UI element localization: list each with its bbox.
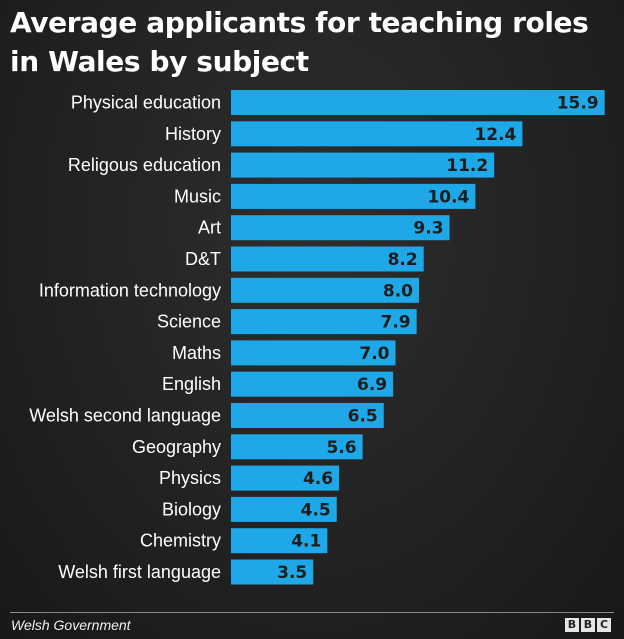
value-label: 5.6 [326, 438, 356, 458]
category-label: English [162, 374, 221, 394]
category-label: History [165, 124, 221, 144]
category-label: Physical education [71, 93, 221, 113]
bar [231, 215, 450, 241]
value-label: 3.5 [277, 563, 307, 583]
bar [231, 403, 384, 428]
value-label: 4.1 [291, 532, 321, 552]
category-label: Information technology [39, 280, 221, 300]
category-label: D&T [185, 249, 221, 269]
value-label: 6.9 [357, 375, 387, 395]
chart-title: Average applicants for teaching roles in… [10, 6, 589, 78]
bar [231, 90, 605, 115]
value-label: 6.5 [348, 407, 378, 427]
bbc-logo-letter: B [581, 618, 595, 632]
bar [231, 496, 337, 522]
value-label: 4.6 [303, 469, 333, 489]
value-label: 4.5 [301, 500, 331, 520]
value-label: 7.9 [381, 313, 411, 333]
category-label: Music [174, 186, 221, 206]
value-label: 10.4 [427, 187, 469, 207]
bbc-logo: B B C [565, 618, 611, 632]
bar [231, 528, 328, 554]
category-label: Biology [162, 499, 221, 519]
category-label: Welsh second language [29, 406, 221, 426]
category-label: Chemistry [140, 531, 221, 551]
bar-chart: Physical education 15.9 History 12.4 Religou… [29, 90, 605, 585]
category-label: Science [157, 312, 221, 332]
category-label: Physics [159, 468, 221, 488]
bar [231, 277, 419, 303]
category-label: Art [198, 218, 221, 238]
value-label: 11.2 [446, 156, 488, 176]
value-label: 8.0 [383, 281, 413, 301]
footer-divider [10, 612, 614, 613]
value-label: 15.9 [557, 94, 599, 114]
bar [231, 246, 424, 272]
bar [231, 152, 495, 178]
value-label: 8.2 [388, 250, 418, 270]
category-label: Maths [172, 343, 221, 363]
value-label: 12.4 [474, 125, 516, 145]
category-label: Geography [132, 437, 221, 457]
bar [231, 465, 340, 491]
bar [231, 434, 363, 460]
category-label: Welsh first language [58, 562, 221, 582]
value-label: 7.0 [359, 344, 389, 364]
bar [231, 340, 396, 366]
bar [231, 121, 523, 147]
bbc-logo-letter: C [597, 618, 611, 632]
source-label: Welsh Government [11, 617, 131, 633]
value-label: 9.3 [413, 219, 443, 239]
bar [231, 183, 476, 209]
bar [231, 559, 314, 585]
bar [231, 309, 417, 335]
bbc-logo-letter: B [565, 618, 579, 632]
category-label: Religous education [68, 155, 221, 175]
bar [231, 371, 394, 397]
